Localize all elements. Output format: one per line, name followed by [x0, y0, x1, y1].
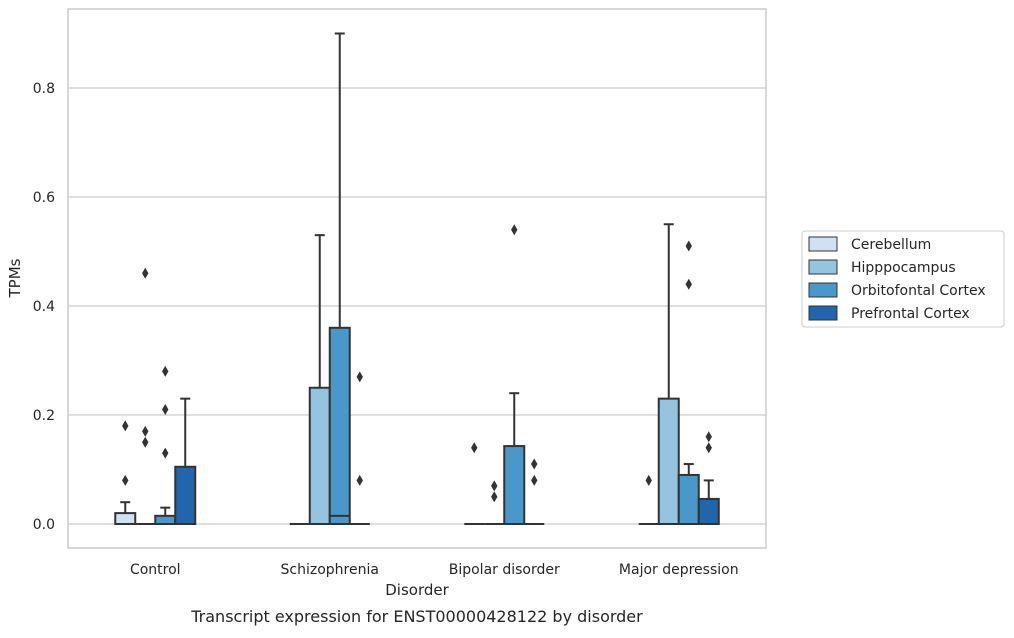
outlier-marker — [531, 458, 538, 470]
outlier-marker — [705, 442, 712, 454]
x-tick-label: Schizophrenia — [281, 562, 379, 578]
box-body — [328, 326, 351, 525]
y-tick-label: 0.2 — [33, 408, 55, 424]
box-body — [697, 497, 720, 525]
legend-label: Orbitofontal Cortex — [851, 283, 986, 299]
legend-label: Cerebellum — [851, 237, 931, 253]
box-body — [503, 445, 526, 525]
box-3-2 — [677, 240, 700, 526]
y-tick-label: 0.8 — [33, 81, 55, 97]
x-tick-label: Control — [130, 562, 181, 578]
axis-layer: 0.0 0.2 0.4 0.6 0.8 Control Schizophrenia Bipol… — [33, 81, 739, 578]
box-0-0 — [114, 420, 137, 525]
chart-caption: Transcript expression for ENST0000042812… — [190, 607, 643, 626]
box-body — [657, 397, 680, 525]
outlier-marker — [122, 420, 129, 432]
box-1-2 — [328, 32, 351, 525]
box-1-1 — [308, 234, 331, 525]
box-body — [308, 386, 331, 525]
box-layer — [114, 32, 720, 526]
outlier-marker — [162, 365, 169, 377]
outlier-marker — [142, 425, 149, 437]
box-body — [174, 465, 197, 525]
y-tick-label: 0.6 — [33, 190, 55, 206]
outlier-marker — [356, 371, 363, 383]
outlier-marker — [356, 474, 363, 486]
box-1-3 — [349, 371, 370, 525]
box-2-0 — [464, 442, 485, 525]
outlier-marker — [705, 431, 712, 443]
y-tick-label: 0.0 — [33, 517, 55, 533]
plot-frame — [67, 8, 767, 549]
box-3-3 — [697, 431, 720, 525]
y-axis-label: TPMs — [6, 258, 24, 298]
legend-swatch — [808, 236, 838, 252]
outlier-marker — [685, 240, 692, 252]
legend-frame — [801, 230, 1005, 328]
outlier-marker — [645, 474, 652, 486]
legend-swatch — [808, 305, 838, 321]
box-0-1 — [135, 267, 156, 525]
box-body — [154, 514, 177, 526]
legend-swatch — [808, 259, 838, 275]
outlier-marker — [162, 447, 169, 459]
outlier-marker — [685, 278, 692, 290]
box-3-1 — [657, 223, 680, 525]
legend-swatch — [808, 282, 838, 298]
y-tick-label: 0.4 — [33, 299, 55, 315]
box-2-3 — [524, 458, 545, 525]
box-body — [677, 473, 700, 526]
outlier-marker — [162, 404, 169, 416]
box-3-0 — [638, 474, 659, 525]
x-tick-label: Major depression — [619, 562, 739, 578]
outlier-marker — [491, 491, 498, 503]
box-body — [114, 512, 137, 525]
box-0-2 — [154, 365, 177, 526]
outlier-marker — [122, 474, 129, 486]
outlier-marker — [511, 224, 518, 236]
box-0-3 — [174, 397, 197, 525]
x-tick-label: Bipolar disorder — [449, 562, 560, 578]
outlier-marker — [471, 442, 478, 454]
box-2-2 — [503, 224, 526, 525]
outlier-marker — [142, 267, 149, 279]
legend-label: Hipppocampus — [851, 260, 956, 276]
box-2-1 — [484, 480, 505, 525]
x-axis-label: Disorder — [385, 581, 449, 599]
outlier-marker — [531, 474, 538, 486]
legend: Cerebellum Hipppocampus Orbitofontal Corte… — [801, 230, 1005, 328]
outlier-marker — [142, 436, 149, 448]
outlier-marker — [491, 480, 498, 492]
legend-label: Prefrontal Cortex — [851, 306, 970, 322]
